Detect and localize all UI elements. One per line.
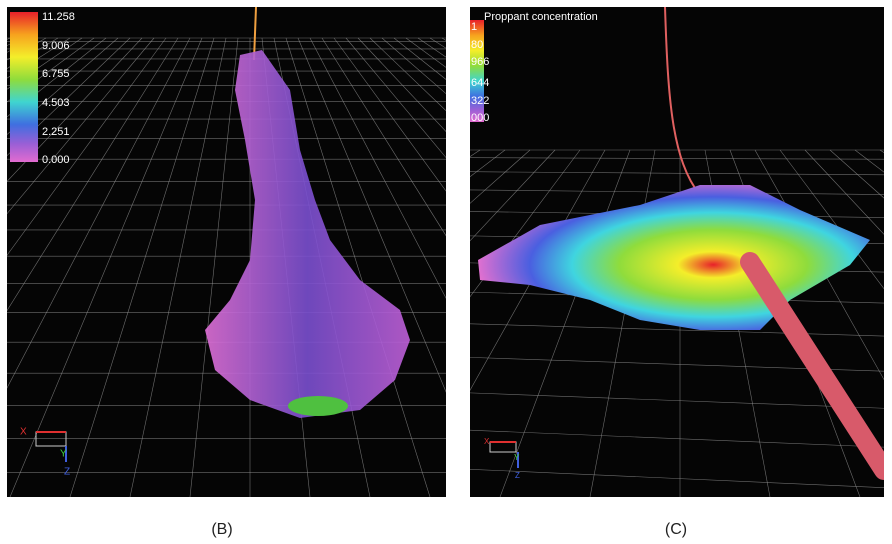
grid-line: [129, 37, 227, 497]
colorbar: [470, 20, 484, 122]
colorbar-label: 000: [471, 112, 489, 124]
grid-line: [333, 37, 446, 192]
grid-line: [321, 37, 446, 237]
colorbar-label: 4.503: [42, 97, 70, 109]
grid-line: [470, 157, 884, 160]
fracture-core: [288, 396, 348, 416]
wellbore-tube: [740, 252, 884, 480]
grid-line: [7, 37, 155, 215]
panel-c: Proppant concentration 1 80 966 644 322 …: [470, 6, 884, 497]
grid-line: [470, 149, 556, 242]
axis-label: X: [484, 437, 490, 446]
grid-line: [297, 37, 446, 393]
axis-label: Z: [64, 467, 70, 478]
panel-background: [7, 7, 446, 497]
colorbar-title: Proppant concentration: [484, 11, 598, 23]
grid-line: [189, 37, 239, 497]
colorbar-label: 80: [471, 39, 483, 51]
fracture: [205, 50, 410, 418]
grid-line: [7, 37, 179, 312]
colorbar-label: 9.006: [42, 40, 70, 52]
panel-b: 11.258 9.006 6.755 4.503 2.251 0.000 X Y…: [7, 6, 446, 497]
axis-label: Y: [60, 449, 67, 460]
axis-label: Y: [514, 453, 520, 462]
grid-line: [7, 37, 143, 182]
grid-line: [9, 37, 203, 497]
wellbore: [664, 6, 701, 196]
colorbar-label: 966: [471, 56, 489, 68]
caption: (B): [211, 521, 232, 538]
grid-line: [7, 37, 167, 256]
colorbar-label: 322: [471, 95, 489, 107]
colorbar-label: 644: [471, 77, 489, 89]
axis-label: X: [20, 427, 27, 438]
grid-line: [470, 149, 581, 298]
axis-label: Z: [515, 471, 520, 480]
grid-line: [345, 37, 446, 158]
grid-line: [357, 37, 446, 132]
colorbar-label: 0.000: [42, 154, 70, 166]
colorbar: [10, 12, 38, 162]
grid-line: [470, 323, 884, 337]
grid-line: [7, 37, 191, 389]
grid-line: [309, 37, 446, 299]
grid-line: [69, 37, 215, 497]
grid-line: [470, 171, 884, 176]
grid-line: [804, 149, 884, 235]
grid-line: [499, 149, 631, 497]
grid-line: [470, 429, 884, 448]
grid-line: [470, 392, 884, 409]
colorbar-label: 1: [471, 21, 477, 33]
colorbar-label: 11.258: [42, 11, 75, 23]
grid-line: [470, 189, 884, 195]
grid-line: [285, 37, 431, 497]
wellbore: [253, 6, 257, 61]
grid-line: [7, 37, 131, 157]
colorbar-label: 2.251: [42, 126, 70, 138]
colorbar-label: 6.755: [42, 68, 70, 80]
grid-line: [470, 149, 606, 391]
grid-line: [470, 468, 884, 489]
caption: (C): [665, 521, 687, 538]
grid-line: [779, 149, 884, 290]
